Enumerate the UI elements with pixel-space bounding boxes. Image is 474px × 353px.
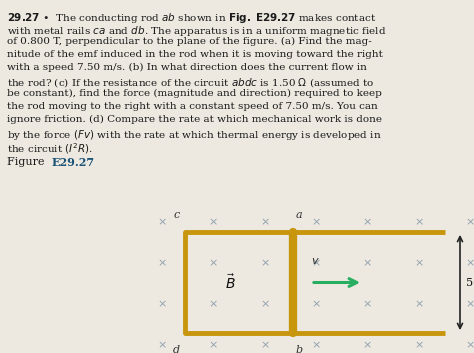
Text: $v$: $v$: [311, 257, 320, 267]
Text: ×: ×: [465, 217, 474, 227]
Text: ×: ×: [260, 340, 269, 350]
Text: nitude of the emf induced in the rod when it is moving toward the right: nitude of the emf induced in the rod whe…: [7, 50, 383, 59]
Text: the rod moving to the right with a constant speed of 7.50 m/s. You can: the rod moving to the right with a const…: [7, 102, 378, 111]
Text: ×: ×: [157, 299, 167, 309]
Text: by the force $(Fv)$ with the rate at which thermal energy is developed in: by the force $(Fv)$ with the rate at whi…: [7, 128, 382, 142]
Text: ×: ×: [414, 299, 423, 309]
Text: ×: ×: [363, 340, 372, 350]
Text: ×: ×: [209, 340, 218, 350]
Text: of 0.800 T, perpendicular to the plane of the figure. (a) Find the mag-: of 0.800 T, perpendicular to the plane o…: [7, 37, 372, 46]
Text: Figure: Figure: [7, 157, 48, 167]
Text: $\mathbf{29.27}$ $\bullet$  The conducting rod $ab$ shown in $\mathbf{Fig.\ E29.: $\mathbf{29.27}$ $\bullet$ The conductin…: [7, 11, 376, 25]
Text: ×: ×: [414, 258, 423, 268]
Text: ×: ×: [157, 340, 167, 350]
Text: c: c: [174, 210, 180, 220]
Text: with metal rails $ca$ and $db$. The apparatus is in a uniform magnetic field: with metal rails $ca$ and $db$. The appa…: [7, 24, 386, 38]
Text: ×: ×: [157, 258, 167, 268]
Text: E29.27: E29.27: [52, 157, 95, 168]
Text: ×: ×: [414, 340, 423, 350]
Text: ×: ×: [311, 217, 321, 227]
Text: ×: ×: [465, 340, 474, 350]
Text: ×: ×: [311, 299, 321, 309]
Text: ×: ×: [465, 258, 474, 268]
Text: ×: ×: [157, 217, 167, 227]
Text: ×: ×: [414, 217, 423, 227]
Text: 50.0 cm: 50.0 cm: [466, 277, 474, 287]
Text: $\vec{B}$: $\vec{B}$: [225, 273, 235, 292]
Text: be constant), find the force (magnitude and direction) required to keep: be constant), find the force (magnitude …: [7, 89, 382, 98]
Text: a: a: [296, 210, 302, 220]
Text: ×: ×: [260, 217, 269, 227]
Text: the circuit $(I^2R)$.: the circuit $(I^2R)$.: [7, 141, 93, 156]
Text: ignore friction. (d) Compare the rate at which mechanical work is done: ignore friction. (d) Compare the rate at…: [7, 115, 382, 124]
Text: d: d: [173, 345, 180, 353]
Text: ×: ×: [363, 217, 372, 227]
Text: b: b: [296, 345, 303, 353]
Text: ×: ×: [209, 217, 218, 227]
Text: ×: ×: [363, 299, 372, 309]
Text: ×: ×: [209, 258, 218, 268]
Text: ×: ×: [311, 258, 321, 268]
Text: ×: ×: [311, 340, 321, 350]
Text: with a speed 7.50 m/s. (b) In what direction does the current flow in: with a speed 7.50 m/s. (b) In what direc…: [7, 63, 367, 72]
Text: the rod? (c) If the resistance of the circuit $abdc$ is 1.50 $\Omega$ (assumed t: the rod? (c) If the resistance of the ci…: [7, 76, 374, 89]
Text: ×: ×: [260, 299, 269, 309]
Text: ×: ×: [465, 299, 474, 309]
Text: ×: ×: [260, 258, 269, 268]
Text: ×: ×: [209, 299, 218, 309]
Text: ×: ×: [363, 258, 372, 268]
